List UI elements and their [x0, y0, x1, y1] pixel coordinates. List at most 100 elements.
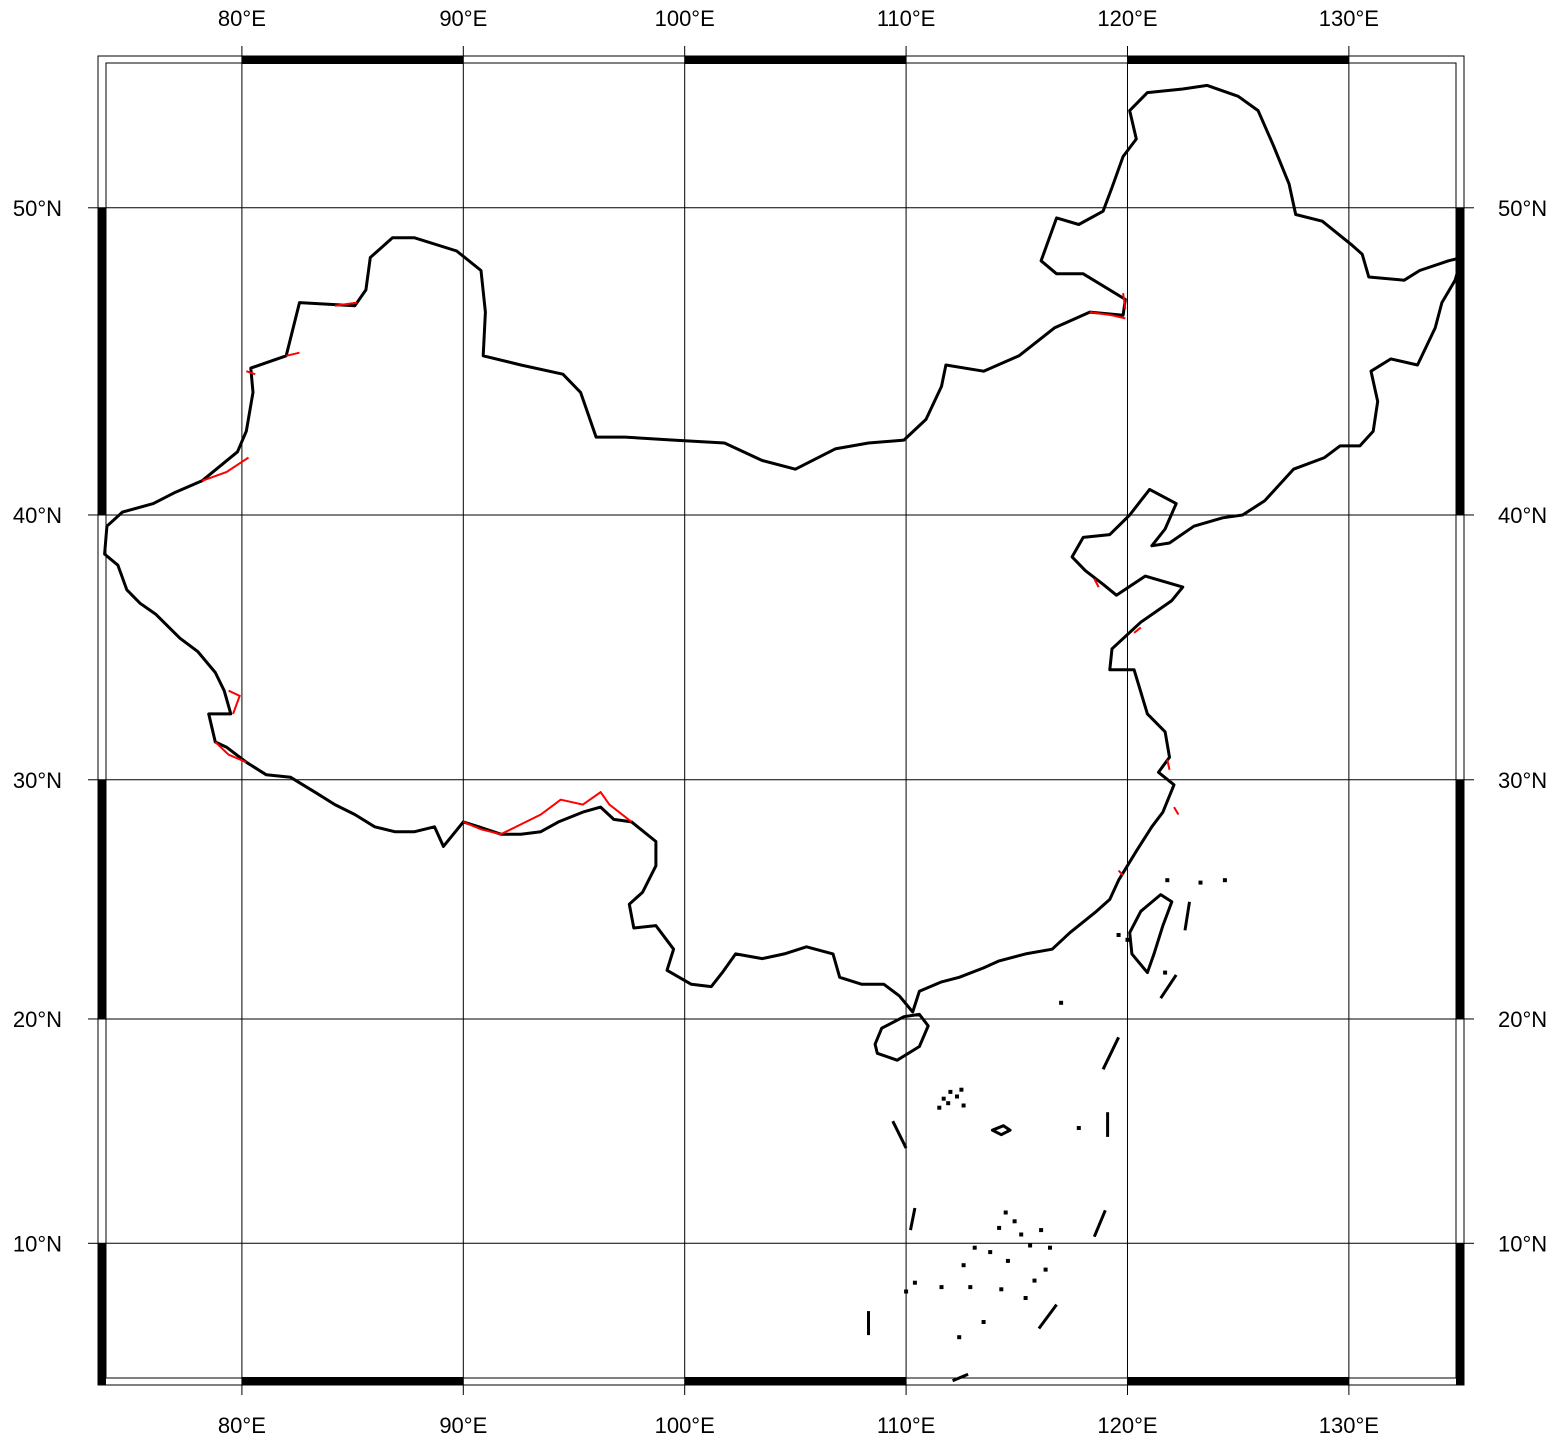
island-clusters [904, 878, 1227, 1340]
disputed-segment [228, 689, 241, 715]
axis-labels: 80°E 80°E 90°E 90°E 100°E 100°E 110°E 110°E 120°… [13, 6, 1547, 1438]
islet-mark [1028, 1243, 1033, 1248]
islet-mark [937, 1105, 942, 1110]
lat-label-right: 20°N [1498, 1007, 1547, 1032]
islet-mark [1005, 1258, 1010, 1263]
lat-label-left: 30°N [13, 768, 62, 793]
dash-segment [1037, 1303, 1058, 1330]
lon-label-top: 130°E [1319, 6, 1379, 31]
islet-mark [961, 1263, 966, 1268]
islet-mark [1222, 878, 1227, 883]
lon-label-top: 110°E [877, 6, 936, 31]
islet-mark [1019, 1232, 1024, 1237]
disputed-segment [1173, 806, 1180, 816]
dash-segment [909, 1207, 917, 1231]
lon-label-bottom: 120°E [1097, 1413, 1157, 1438]
dash-segment [891, 1120, 908, 1149]
frame-bar-left [98, 779, 106, 1019]
frame-bar-bottom [1127, 1377, 1349, 1385]
disputed-boundaries [201, 292, 1180, 877]
lon-label-bottom: 110°E [877, 1413, 936, 1438]
islands [873, 893, 1174, 1137]
lon-label-top: 80°E [218, 6, 266, 31]
dash-segment [1159, 974, 1178, 1000]
island-outline [873, 1012, 930, 1062]
islet-mark [1032, 1278, 1037, 1283]
boundary-outline [103, 83, 1464, 1014]
disputed-segment [285, 351, 300, 357]
islet-mark [1125, 937, 1130, 942]
dash-segment [1101, 1036, 1120, 1070]
dash-segment [1183, 901, 1191, 931]
frame-bar-left [98, 1243, 106, 1385]
islet-mark [1039, 1228, 1044, 1233]
islet-mark [988, 1250, 993, 1255]
islet-mark [999, 1287, 1004, 1292]
island-outline [990, 1124, 1012, 1137]
dash-segment [1092, 1209, 1107, 1238]
lat-label-right: 50°N [1498, 196, 1547, 221]
national-boundary [103, 83, 1464, 1014]
islet-mark [957, 1335, 962, 1340]
lat-label-left: 10°N [13, 1231, 62, 1256]
disputed-segment [1122, 292, 1127, 310]
disputed-segment [245, 370, 256, 376]
islet-mark [939, 1285, 944, 1290]
lat-label-left: 50°N [13, 196, 62, 221]
islet-mark [972, 1245, 977, 1250]
frame-bar-right [1456, 1243, 1464, 1385]
lat-label-left: 20°N [13, 1007, 62, 1032]
disputed-segment [462, 790, 633, 836]
islet-mark [1023, 1296, 1028, 1300]
lat-label-right: 30°N [1498, 768, 1547, 793]
disputed-segment [201, 456, 250, 482]
disputed-segment [334, 301, 358, 307]
islet-mark [1165, 878, 1170, 883]
islet-mark [1076, 1126, 1081, 1130]
islet-mark [904, 1289, 909, 1294]
lat-label-right: 10°N [1498, 1231, 1547, 1256]
lon-label-bottom: 90°E [439, 1413, 487, 1438]
islet-mark [997, 1225, 1002, 1230]
islet-mark [941, 1096, 946, 1101]
frame-bar-top [1127, 56, 1349, 64]
frame-bar-right [1456, 779, 1464, 1019]
islet-mark [1003, 1210, 1008, 1215]
islet-mark [961, 1103, 966, 1108]
frame-bar-bottom [684, 1377, 907, 1385]
islet-mark [981, 1320, 986, 1324]
dash-segment [952, 1372, 969, 1383]
disputed-segment [1093, 578, 1100, 588]
islet-mark [1012, 1219, 1017, 1224]
islet-mark [1163, 970, 1168, 975]
islet-mark [1116, 933, 1121, 937]
lon-label-bottom: 130°E [1319, 1413, 1379, 1438]
islet-mark [959, 1087, 964, 1092]
lon-label-top: 90°E [439, 6, 487, 31]
lon-label-bottom: 100°E [655, 1413, 715, 1438]
frame-bar-left [98, 207, 106, 515]
islet-mark [948, 1089, 953, 1094]
islet-mark [912, 1280, 917, 1285]
island-outline [1128, 893, 1174, 975]
lat-label-left: 40°N [13, 503, 62, 528]
disputed-segment [214, 741, 247, 764]
lon-label-top: 120°E [1097, 6, 1157, 31]
disputed-segment [1117, 869, 1124, 877]
islet-mark [955, 1094, 959, 1099]
disputed-segment [1166, 759, 1171, 771]
frame-bar-top [684, 56, 907, 64]
islet-mark [1048, 1245, 1052, 1250]
islet-mark [1043, 1267, 1048, 1272]
frame-bar-right [1456, 207, 1464, 515]
lon-label-bottom: 80°E [218, 1413, 266, 1438]
islet-mark [1198, 880, 1203, 885]
lon-label-top: 100°E [655, 6, 715, 31]
islet-mark [946, 1101, 951, 1106]
frame-bar-top [241, 56, 464, 64]
map-frame [88, 46, 1474, 1395]
islet-mark [968, 1285, 973, 1290]
islet-mark [1059, 1000, 1064, 1005]
